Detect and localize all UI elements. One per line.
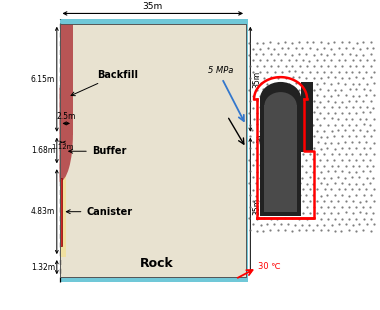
Text: 30 ℃: 30 ℃ [258, 262, 281, 271]
Bar [264, 105, 297, 212]
Text: 1.12m: 1.12m [51, 144, 74, 150]
Text: Buffer: Buffer [69, 146, 126, 156]
Bar [60, 19, 248, 282]
Text: 1.32m: 1.32m [31, 263, 55, 272]
Bar [60, 19, 248, 24]
Text: 4.83m: 4.83m [31, 207, 55, 216]
Bar [60, 178, 62, 246]
Text: Backfill: Backfill [71, 69, 138, 96]
Text: 35m: 35m [252, 71, 261, 88]
Bar [60, 135, 65, 257]
Bar [301, 82, 313, 152]
Wedge shape [264, 92, 297, 105]
Text: Rock: Rock [139, 257, 173, 270]
Text: 2.5m: 2.5m [57, 112, 76, 121]
Wedge shape [60, 88, 73, 182]
Text: Roller: Roller [256, 136, 278, 145]
Text: 35m: 35m [142, 2, 163, 11]
Wedge shape [260, 82, 301, 99]
Bar [60, 277, 248, 282]
Bar [246, 19, 248, 282]
Text: 6.15m: 6.15m [31, 75, 55, 84]
Bar [60, 24, 73, 135]
Bar [260, 99, 301, 216]
Text: 5 MPa: 5 MPa [207, 65, 233, 74]
Text: 1.68m: 1.68m [31, 146, 55, 155]
Text: Canister: Canister [66, 207, 133, 217]
Text: 35m: 35m [252, 197, 261, 215]
